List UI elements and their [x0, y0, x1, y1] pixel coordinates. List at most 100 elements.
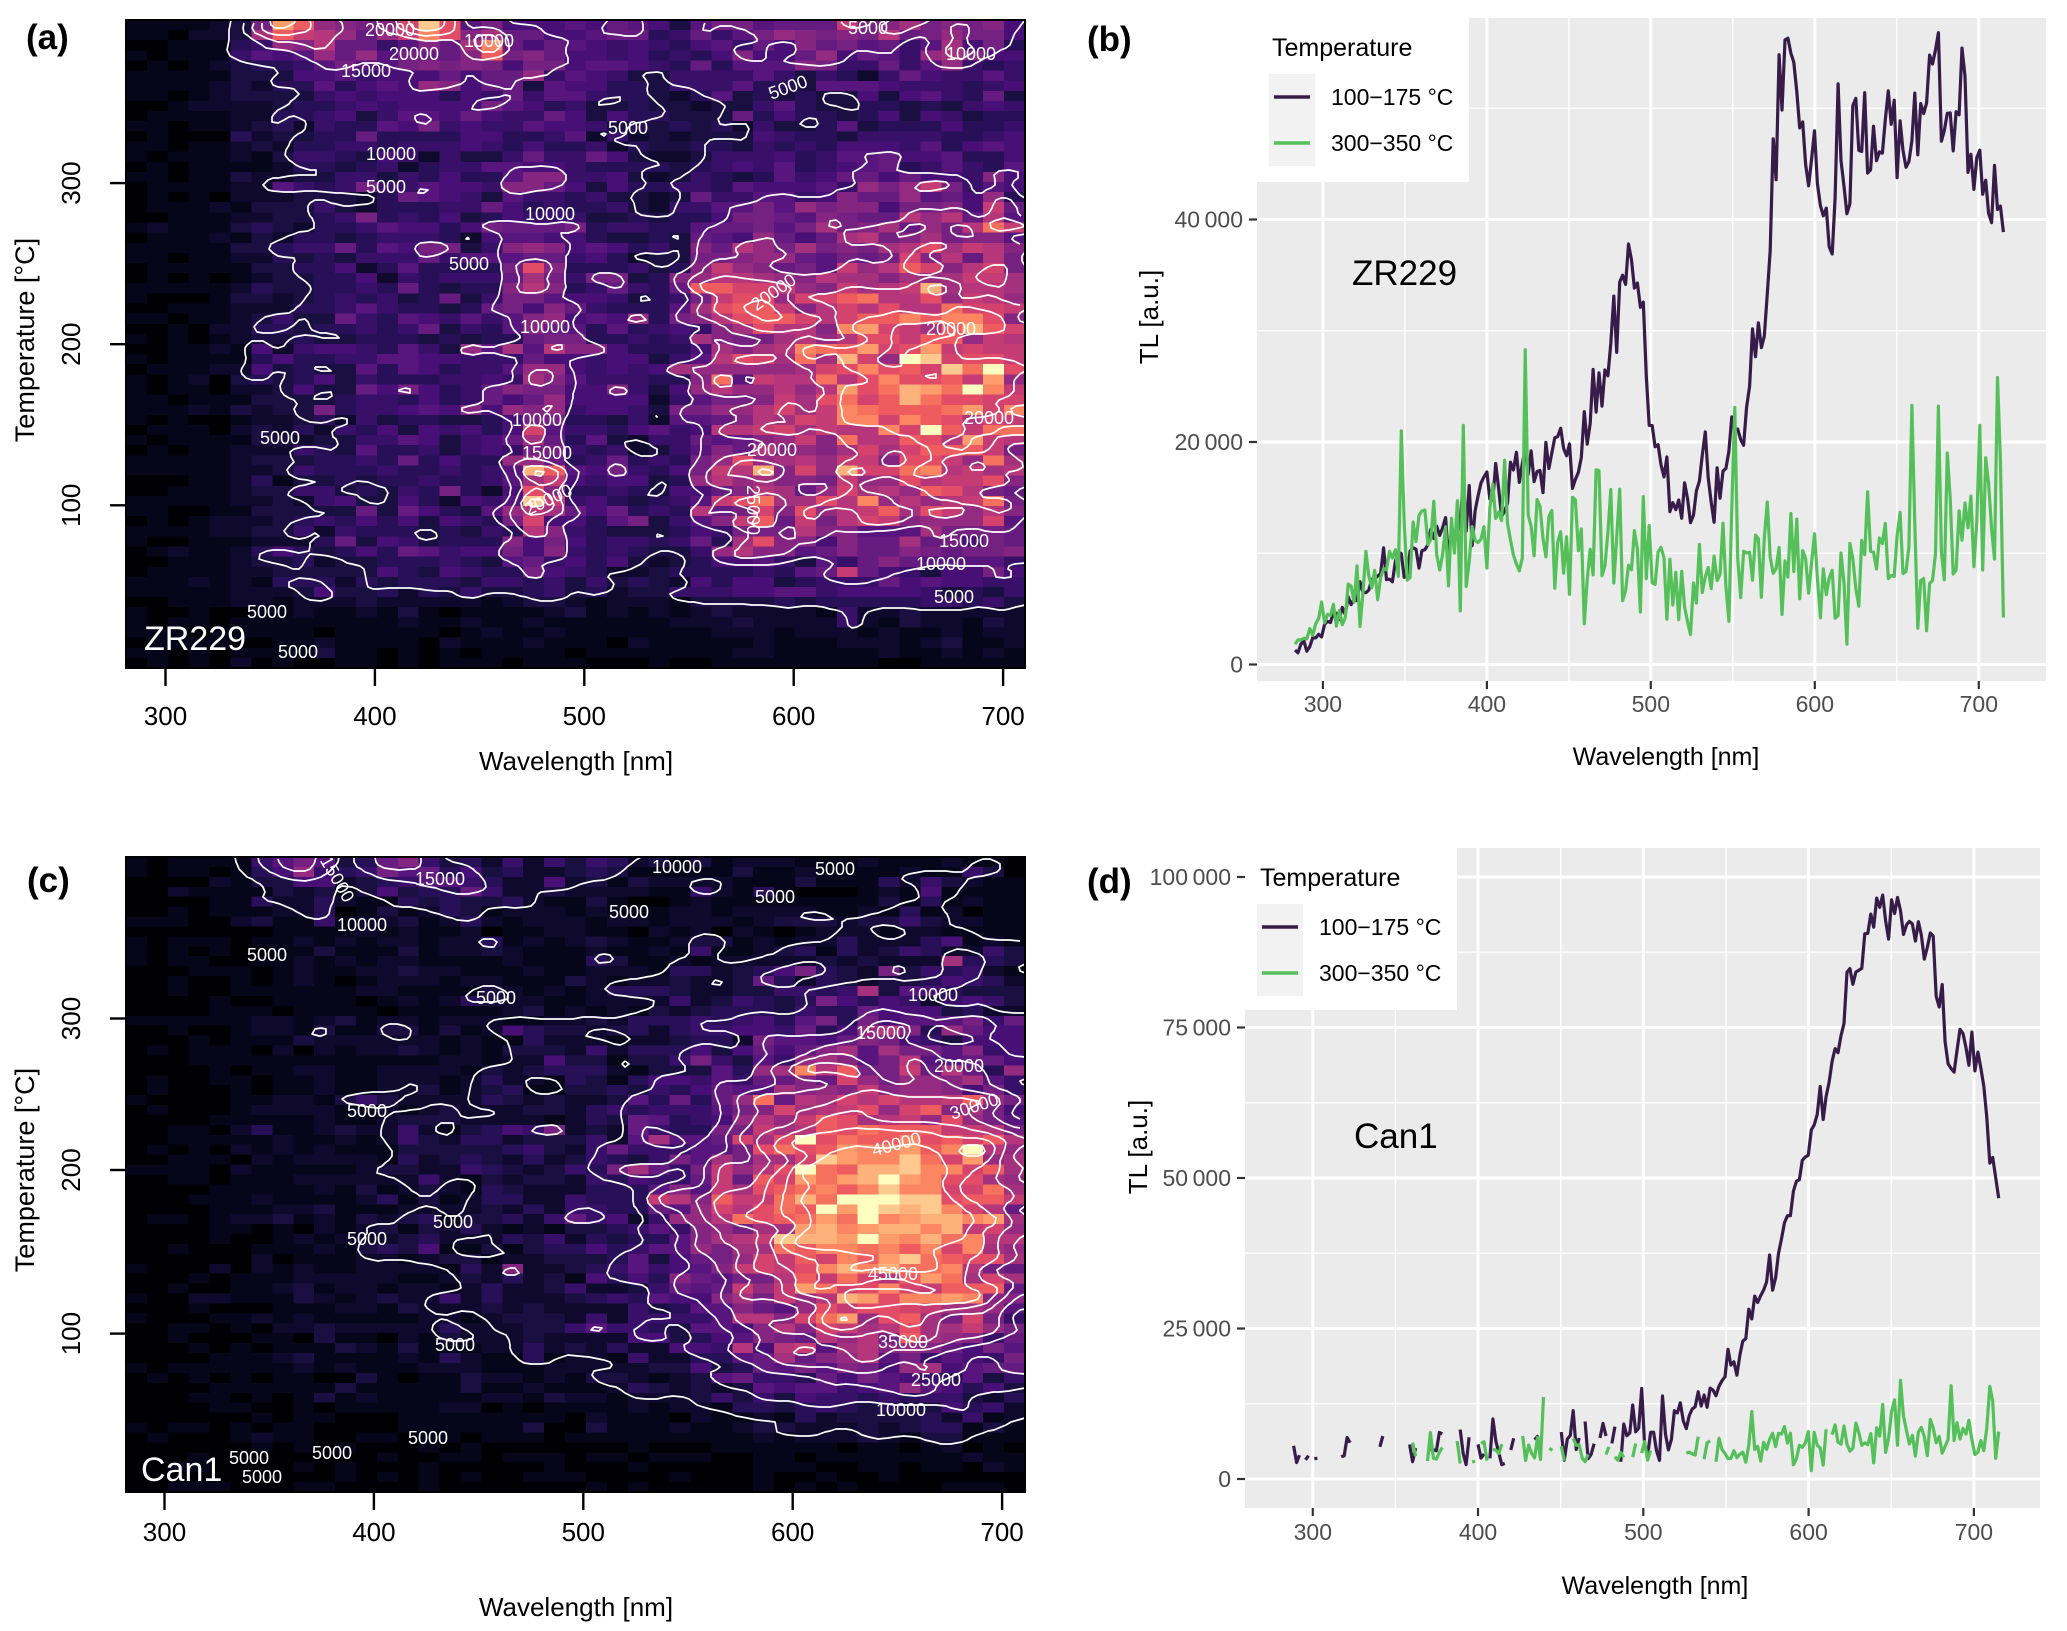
svg-text:500: 500	[563, 701, 606, 731]
svg-text:5000: 5000	[347, 1229, 387, 1249]
svg-text:Wavelength [nm]: Wavelength [nm]	[1573, 743, 1760, 771]
svg-text:(c): (c)	[27, 861, 70, 900]
svg-text:(d): (d)	[1087, 862, 1132, 901]
svg-text:400: 400	[1459, 1519, 1497, 1545]
svg-text:Wavelength [nm]: Wavelength [nm]	[479, 1592, 673, 1622]
svg-text:5000: 5000	[229, 1448, 269, 1468]
svg-text:600: 600	[772, 701, 815, 731]
svg-text:50 000: 50 000	[1162, 1165, 1231, 1191]
svg-text:100: 100	[56, 1312, 86, 1355]
svg-text:100: 100	[56, 484, 86, 527]
svg-text:700: 700	[981, 701, 1024, 731]
svg-text:ZR229: ZR229	[1352, 254, 1457, 293]
svg-text:15000: 15000	[856, 1023, 906, 1043]
svg-text:5000: 5000	[247, 602, 287, 622]
svg-text:5000: 5000	[449, 254, 489, 274]
svg-text:(a): (a)	[26, 18, 69, 57]
svg-text:5000: 5000	[934, 587, 974, 607]
svg-text:600: 600	[771, 1517, 814, 1547]
svg-text:5000: 5000	[366, 177, 406, 197]
svg-text:10000: 10000	[876, 1400, 926, 1420]
svg-text:5000: 5000	[247, 945, 287, 965]
svg-text:400: 400	[353, 701, 396, 731]
svg-text:Can1: Can1	[141, 1451, 222, 1489]
svg-text:10000: 10000	[908, 985, 958, 1005]
svg-text:400: 400	[352, 1517, 395, 1547]
svg-text:TL [a.u.]: TL [a.u.]	[1123, 1100, 1153, 1194]
svg-text:200: 200	[56, 323, 86, 366]
svg-text:(b): (b)	[1087, 20, 1132, 59]
svg-text:ZR229: ZR229	[144, 620, 246, 658]
svg-text:5000: 5000	[435, 1335, 475, 1355]
svg-text:5000: 5000	[312, 1443, 352, 1463]
svg-text:300: 300	[56, 997, 86, 1040]
svg-text:Temperature: Temperature	[1272, 34, 1412, 62]
svg-text:5000: 5000	[433, 1212, 473, 1232]
svg-text:700: 700	[980, 1517, 1023, 1547]
svg-text:0: 0	[1230, 652, 1243, 678]
svg-text:300: 300	[144, 701, 187, 731]
svg-text:10000: 10000	[652, 857, 702, 877]
svg-text:Wavelength [nm]: Wavelength [nm]	[479, 746, 673, 776]
svg-text:10000: 10000	[464, 31, 514, 51]
svg-text:5000: 5000	[609, 902, 649, 922]
svg-text:300: 300	[1294, 1519, 1332, 1545]
svg-text:10000: 10000	[946, 44, 996, 64]
svg-text:5000: 5000	[476, 988, 516, 1008]
svg-text:5000: 5000	[347, 1101, 387, 1121]
svg-text:100−175 °C: 100−175 °C	[1319, 914, 1441, 940]
svg-text:15000: 15000	[522, 443, 572, 463]
svg-text:5000: 5000	[755, 887, 795, 907]
svg-text:10000: 10000	[512, 410, 562, 430]
svg-text:10000: 10000	[337, 915, 387, 935]
svg-text:15000: 15000	[341, 61, 391, 81]
svg-text:600: 600	[1789, 1519, 1827, 1545]
svg-text:100−175 °C: 100−175 °C	[1331, 84, 1453, 110]
svg-text:300: 300	[1304, 691, 1342, 717]
svg-text:500: 500	[1624, 1519, 1662, 1545]
svg-text:10000: 10000	[520, 317, 570, 337]
svg-text:300−350 °C: 300−350 °C	[1319, 960, 1441, 986]
svg-text:5000: 5000	[408, 1428, 448, 1448]
svg-text:5000: 5000	[242, 1467, 282, 1487]
svg-text:600: 600	[1796, 691, 1834, 717]
svg-text:0: 0	[1218, 1466, 1231, 1492]
svg-text:300: 300	[56, 161, 86, 204]
svg-text:20 000: 20 000	[1174, 429, 1243, 455]
svg-text:200: 200	[56, 1148, 86, 1191]
svg-text:25000: 25000	[743, 485, 763, 535]
svg-text:25 000: 25 000	[1162, 1316, 1231, 1342]
svg-text:75 000: 75 000	[1162, 1015, 1231, 1041]
svg-text:700: 700	[1960, 691, 1998, 717]
svg-text:Temperature [°C]: Temperature [°C]	[10, 1068, 40, 1272]
svg-text:5000: 5000	[608, 118, 648, 138]
svg-text:35000: 35000	[878, 1332, 928, 1352]
svg-text:15000: 15000	[415, 869, 465, 889]
svg-text:500: 500	[562, 1517, 605, 1547]
svg-text:20000: 20000	[389, 44, 439, 64]
svg-text:400: 400	[1468, 691, 1506, 717]
svg-text:15000: 15000	[939, 531, 989, 551]
svg-text:TL [a.u.]: TL [a.u.]	[1134, 270, 1164, 364]
svg-text:20000: 20000	[747, 440, 797, 460]
svg-text:45000: 45000	[868, 1264, 918, 1284]
svg-text:300: 300	[143, 1517, 186, 1547]
svg-text:20000: 20000	[926, 319, 976, 339]
svg-text:5000: 5000	[278, 642, 318, 662]
svg-text:5000: 5000	[815, 859, 855, 879]
svg-text:5000: 5000	[848, 18, 888, 38]
svg-text:500: 500	[1632, 691, 1670, 717]
svg-text:40 000: 40 000	[1174, 207, 1243, 233]
svg-text:20000: 20000	[964, 408, 1014, 428]
svg-text:300−350 °C: 300−350 °C	[1331, 130, 1453, 156]
svg-text:Wavelength [nm]: Wavelength [nm]	[1562, 1572, 1749, 1600]
svg-text:Can1: Can1	[1354, 1117, 1438, 1156]
svg-text:700: 700	[1955, 1519, 1993, 1545]
svg-text:10000: 10000	[525, 204, 575, 224]
svg-text:10000: 10000	[366, 144, 416, 164]
svg-text:Temperature [°C]: Temperature [°C]	[10, 238, 40, 442]
svg-text:10000: 10000	[916, 554, 966, 574]
svg-text:Temperature: Temperature	[1260, 864, 1400, 892]
svg-text:25000: 25000	[911, 1370, 961, 1390]
svg-text:20000: 20000	[365, 20, 415, 40]
